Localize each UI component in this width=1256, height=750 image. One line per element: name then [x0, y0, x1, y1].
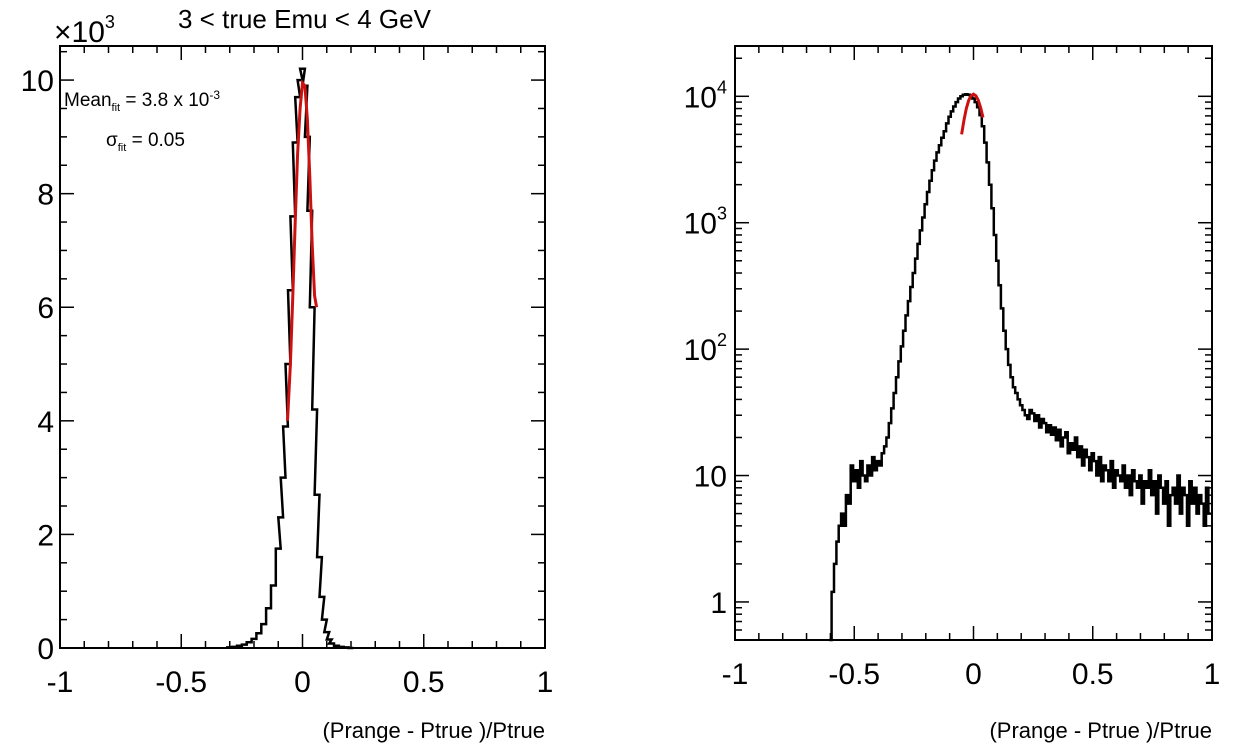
right-histogram [829, 92, 1211, 642]
left-y-tick-label: 4 [37, 406, 54, 439]
right-x-tick-label: 0.5 [1072, 658, 1114, 691]
annotation-mean-main: Mean [64, 90, 112, 111]
annotation-mean-rest: = 3.8 x 10 [120, 90, 209, 111]
right-fit-line [960, 92, 985, 135]
right-axis-ticks [734, 46, 1213, 641]
right-plot-panel: -1 -0.5 0 0.5 1 1 10 102 103 104 (Prange - Ptrue… [684, 45, 1221, 743]
left-x-tick-labels: -1 -0.5 0 0.5 1 [47, 666, 554, 699]
left-x-tick-label: -0.5 [155, 666, 207, 699]
left-fit-line [286, 79, 319, 421]
left-y-multiplier-exponent: 3 [105, 12, 115, 32]
left-y-tick-labels: 0 2 4 6 8 10 [21, 65, 54, 666]
right-fit-curve [960, 92, 985, 135]
right-y-tick-label: 10 [694, 461, 727, 494]
right-x-tick-label: 0 [965, 658, 982, 691]
left-y-multiplier: ×103 [54, 12, 115, 49]
right-x-tick-labels: -1 -0.5 0 0.5 1 [722, 658, 1221, 691]
left-histogram-line [226, 67, 354, 650]
annotation-mean-fit: Meanfit = 3.8 x 10-3 [64, 88, 220, 114]
annotation-sigma-rest: = 0.05 [126, 130, 185, 151]
right-x-tick-label: -1 [722, 658, 749, 691]
left-y-tick-label: 6 [37, 292, 54, 325]
left-axis-ticks [59, 46, 546, 649]
right-plot-frame [734, 45, 1213, 641]
right-x-axis-label: (Prange - Ptrue )/Ptrue [989, 718, 1212, 743]
right-y-tick-label: 104 [684, 77, 727, 114]
annotation-mean-sup: -3 [209, 88, 220, 102]
annotation-sigma-sub: fit [118, 142, 127, 154]
annotation-mean-sub: fit [112, 102, 121, 114]
left-x-axis-label: (Prange - Ptrue )/Ptrue [322, 718, 545, 743]
left-y-multiplier-base: ×10 [54, 16, 105, 49]
left-plot-panel: -1 -0.5 0 0.5 1 0 2 4 6 8 10 ×103 3 < true Emu < … [21, 4, 554, 743]
right-x-tick-label: 1 [1204, 658, 1221, 691]
annotation-sigma-fit: σfit = 0.05 [106, 130, 185, 154]
left-x-tick-label: -1 [47, 666, 74, 699]
left-x-tick-label: 0.5 [403, 666, 445, 699]
annotation-sigma-main: σ [106, 130, 118, 151]
left-x-tick-label: 0 [294, 666, 311, 699]
left-y-tick-label: 10 [21, 65, 54, 98]
left-chart-title: 3 < true Emu < 4 GeV [178, 4, 432, 34]
left-y-tick-label: 0 [37, 633, 54, 666]
right-y-tick-labels: 1 10 102 103 104 [684, 77, 727, 620]
right-y-tick-label: 103 [684, 204, 727, 241]
left-y-tick-label: 8 [37, 179, 54, 212]
left-histogram [226, 67, 354, 650]
right-histogram-line [829, 92, 1211, 642]
right-y-tick-label: 1 [710, 587, 727, 620]
left-y-tick-label: 2 [37, 519, 54, 552]
left-x-tick-label: 1 [537, 666, 554, 699]
right-y-tick-label: 102 [684, 330, 727, 367]
right-x-tick-label: -0.5 [828, 658, 880, 691]
left-fit-curve [286, 79, 319, 421]
